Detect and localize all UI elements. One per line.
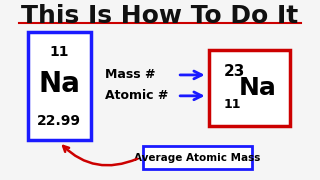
Text: 22.99: 22.99 <box>37 114 81 128</box>
Text: 11: 11 <box>50 45 69 59</box>
FancyBboxPatch shape <box>209 50 290 126</box>
Text: Atomic #: Atomic # <box>105 89 169 102</box>
FancyBboxPatch shape <box>143 146 252 169</box>
Text: Na: Na <box>38 70 80 98</box>
Text: Na: Na <box>238 76 276 100</box>
FancyArrowPatch shape <box>63 146 137 165</box>
FancyBboxPatch shape <box>28 32 91 140</box>
Text: Mass #: Mass # <box>105 68 156 81</box>
Text: Average Atomic Mass: Average Atomic Mass <box>134 153 260 163</box>
Text: This Is How To Do It: This Is How To Do It <box>21 4 299 28</box>
Text: 23: 23 <box>223 64 245 79</box>
Text: 11: 11 <box>223 98 241 111</box>
